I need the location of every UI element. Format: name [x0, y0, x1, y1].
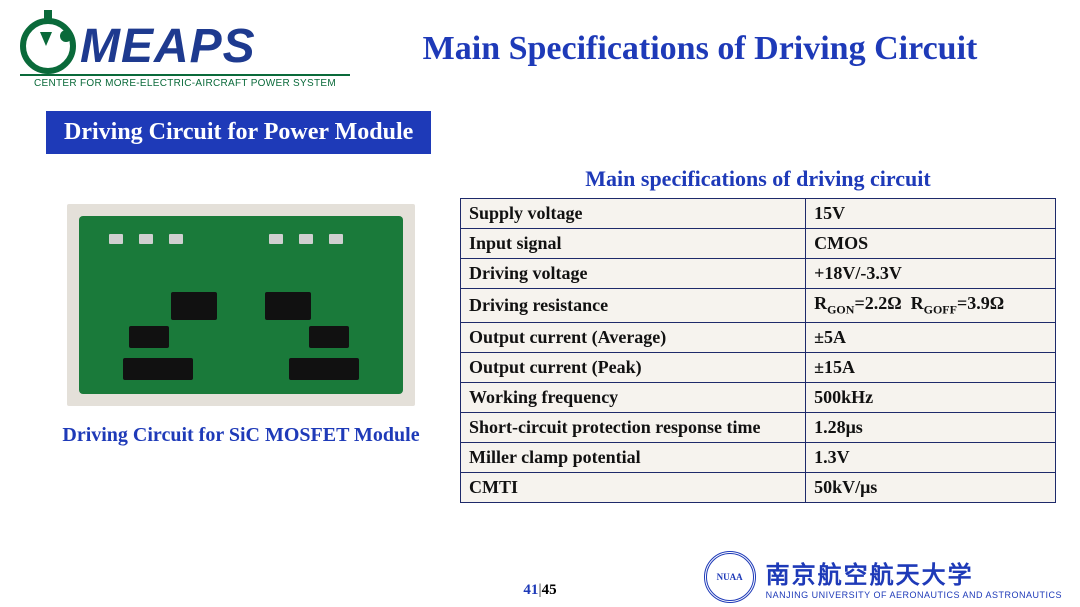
- smd-part: [299, 234, 313, 244]
- spec-value: +18V/-3.3V: [806, 259, 1056, 289]
- table-row: Input signal CMOS: [461, 229, 1056, 259]
- spec-table-body: Supply voltage 15V Input signal CMOS Dri…: [461, 199, 1056, 503]
- page-total: 45: [542, 582, 557, 598]
- table-row: CMTI 50kV/μs: [461, 472, 1056, 502]
- table-row: Working frequency 500kHz: [461, 382, 1056, 412]
- smd-part: [269, 234, 283, 244]
- table-column: Main specifications of driving circuit S…: [460, 166, 1056, 503]
- table-row: Miller clamp potential 1.3V: [461, 442, 1056, 472]
- subscript: GOFF: [924, 303, 957, 317]
- university-seal-icon: NUAA: [704, 551, 756, 603]
- page-current: 41: [523, 582, 538, 598]
- pcb-photo: [67, 204, 415, 406]
- spec-key: Driving resistance: [461, 289, 806, 323]
- spec-key: CMTI: [461, 472, 806, 502]
- university-block: NUAA 南京航空航天大学 NANJING UNIVERSITY OF AERO…: [704, 551, 1062, 603]
- spec-key: Short-circuit protection response time: [461, 412, 806, 442]
- figure-column: Driving Circuit for SiC MOSFET Module: [46, 166, 436, 503]
- logo-subtitle: CENTER FOR MORE-ELECTRIC-AIRCRAFT POWER …: [20, 74, 350, 89]
- spec-value: 1.28μs: [806, 412, 1056, 442]
- spec-value: ±5A: [806, 322, 1056, 352]
- university-text: 南京航空航天大学 NANJING UNIVERSITY OF AERONAUTI…: [766, 555, 1062, 600]
- pcb-board: [79, 216, 403, 394]
- ic-chip: [265, 292, 311, 320]
- spec-key: Supply voltage: [461, 199, 806, 229]
- rgon-val: 2.2Ω: [865, 293, 902, 313]
- spec-value: CMOS: [806, 229, 1056, 259]
- smd-part: [169, 234, 183, 244]
- spec-key: Working frequency: [461, 382, 806, 412]
- table-row: Short-circuit protection response time 1…: [461, 412, 1056, 442]
- gear-icon: [20, 18, 76, 74]
- smd-part: [329, 234, 343, 244]
- table-row: Driving resistance RGON=2.2Ω RGOFF=3.9Ω: [461, 289, 1056, 323]
- spec-value: 15V: [806, 199, 1056, 229]
- spec-key: Input signal: [461, 229, 806, 259]
- content-row: Driving Circuit for SiC MOSFET Module Ma…: [0, 154, 1080, 503]
- table-row: Output current (Average) ±5A: [461, 322, 1056, 352]
- page-title: Main Specifications of Driving Circuit: [360, 18, 1040, 68]
- bolt-icon: [40, 32, 52, 46]
- spec-value: ±15A: [806, 352, 1056, 382]
- spec-key: Miller clamp potential: [461, 442, 806, 472]
- ic-chip: [171, 292, 217, 320]
- smd-part: [139, 234, 153, 244]
- logo-block: MEAPS CENTER FOR MORE-ELECTRIC-AIRCRAFT …: [20, 18, 360, 89]
- logo-text: MEAPS: [80, 19, 256, 74]
- table-row: Output current (Peak) ±15A: [461, 352, 1056, 382]
- smd-part: [109, 234, 123, 244]
- table-row: Supply voltage 15V: [461, 199, 1056, 229]
- connector: [123, 358, 193, 380]
- spec-value: RGON=2.2Ω RGOFF=3.9Ω: [806, 289, 1056, 323]
- subscript: GON: [827, 303, 854, 317]
- table-title: Main specifications of driving circuit: [460, 166, 1056, 192]
- spec-table: Supply voltage 15V Input signal CMOS Dri…: [460, 198, 1056, 503]
- rgoff-val: 3.9Ω: [967, 293, 1004, 313]
- section-banner: Driving Circuit for Power Module: [46, 111, 431, 154]
- spec-key: Output current (Peak): [461, 352, 806, 382]
- ic-chip: [309, 326, 349, 348]
- spec-key: Output current (Average): [461, 322, 806, 352]
- page-number: 41|45: [523, 582, 556, 599]
- slide-header: MEAPS CENTER FOR MORE-ELECTRIC-AIRCRAFT …: [0, 0, 1080, 89]
- university-name-en: NANJING UNIVERSITY OF AERONAUTICS AND AS…: [766, 590, 1062, 600]
- spec-value: 1.3V: [806, 442, 1056, 472]
- table-row: Driving voltage +18V/-3.3V: [461, 259, 1056, 289]
- logo-top: MEAPS: [20, 18, 256, 74]
- spec-key: Driving voltage: [461, 259, 806, 289]
- spec-value: 500kHz: [806, 382, 1056, 412]
- spec-value: 50kV/μs: [806, 472, 1056, 502]
- connector: [289, 358, 359, 380]
- university-name-cn: 南京航空航天大学: [766, 555, 1062, 590]
- ic-chip: [129, 326, 169, 348]
- figure-caption: Driving Circuit for SiC MOSFET Module: [62, 424, 419, 447]
